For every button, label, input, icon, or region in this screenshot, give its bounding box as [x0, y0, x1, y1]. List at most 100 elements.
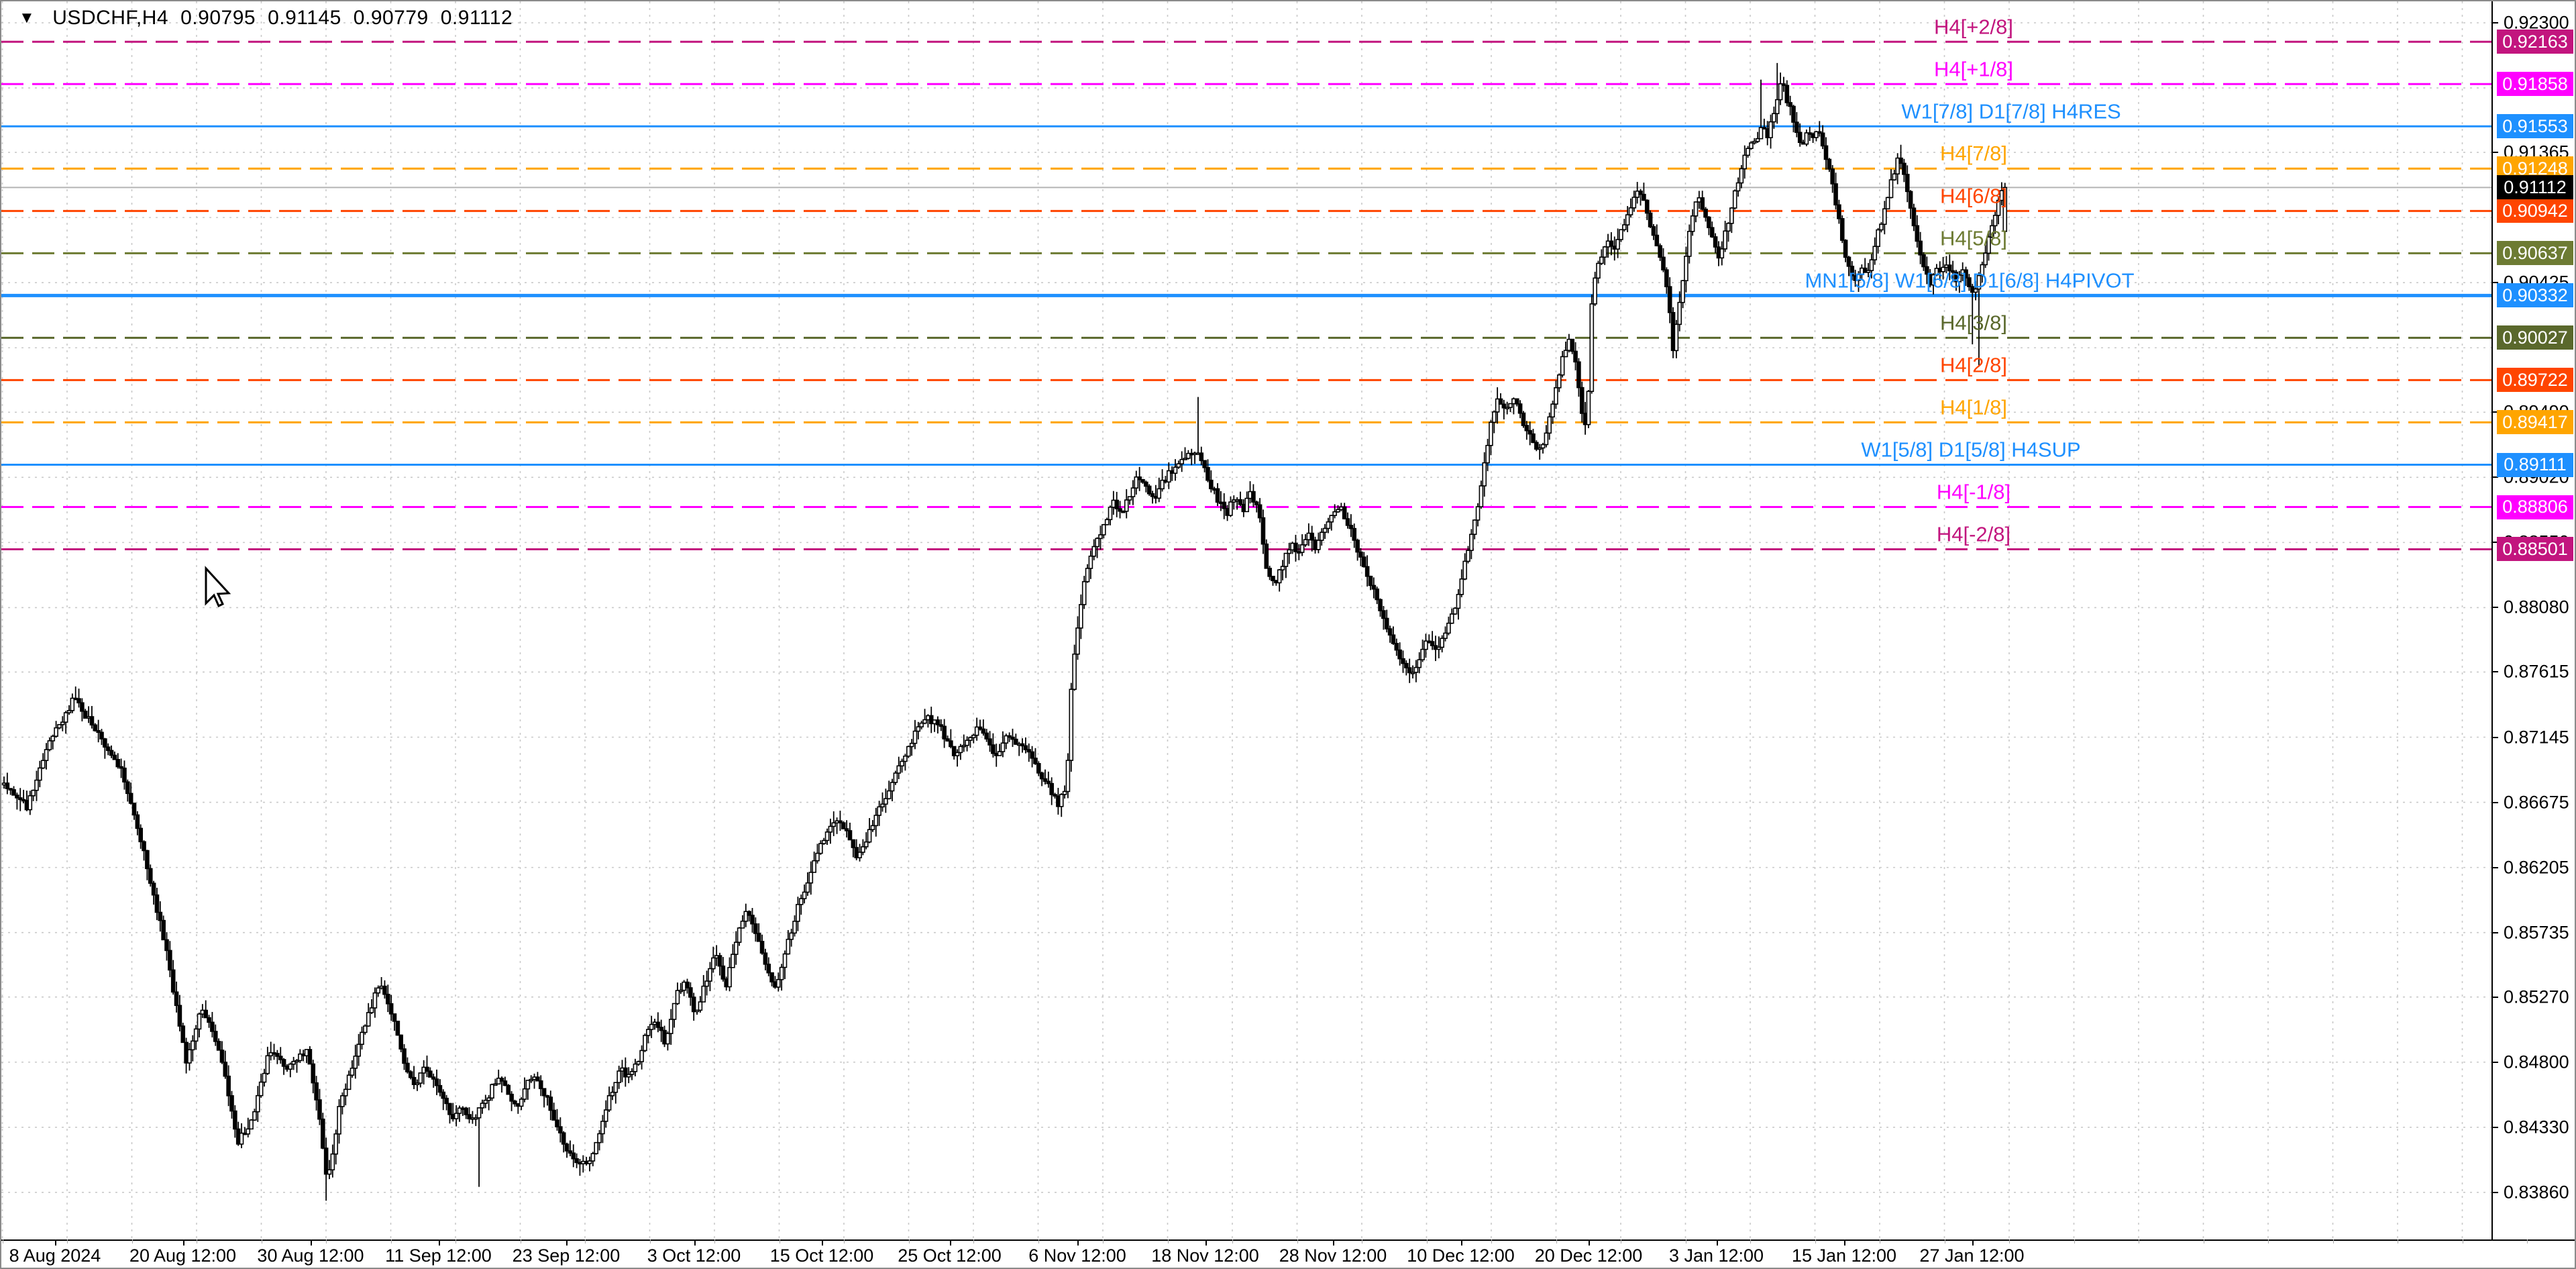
- level-label-h4-5-8-: H4[5/8]: [1940, 226, 2007, 250]
- price-axis-label: 0.88080: [2504, 597, 2569, 617]
- price-tick: [2491, 607, 2498, 609]
- time-axis-label: 20 Aug 12:00: [129, 1246, 237, 1266]
- time-minor-tick: [1491, 1239, 1492, 1243]
- price-tick: [2491, 1191, 2498, 1193]
- level-price-badge: 0.90637: [2497, 241, 2573, 266]
- time-axis-label: 27 Jan 12:00: [1919, 1246, 2025, 1266]
- low-value: 0.90779: [353, 7, 429, 29]
- time-minor-tick: [2527, 1239, 2528, 1243]
- level-price-badge: 0.88806: [2497, 495, 2573, 519]
- time-minor-tick: [326, 1239, 327, 1243]
- level-price-badge: 0.89111: [2497, 452, 2573, 477]
- time-minor-tick: [649, 1239, 651, 1243]
- level-price-badge: 0.89722: [2497, 368, 2573, 393]
- close-value: 0.91112: [440, 7, 513, 29]
- price-tick: [2491, 476, 2498, 478]
- time-tick: [1333, 1239, 1334, 1246]
- time-tick: [182, 1239, 184, 1246]
- time-axis-label: 20 Dec 12:00: [1534, 1246, 1643, 1266]
- level-label-h4-6-8-: H4[6/8]: [1940, 184, 2007, 207]
- time-axis-label: 28 Nov 12:00: [1279, 1246, 1387, 1266]
- current-price-badge: 0.91112: [2497, 175, 2573, 200]
- price-axis-label: 0.84330: [2504, 1117, 2569, 1137]
- time-minor-tick: [1167, 1239, 1169, 1243]
- time-axis-label: 6 Nov 12:00: [1028, 1246, 1126, 1266]
- time-axis-label: 30 Aug 12:00: [257, 1246, 364, 1266]
- level-label-h4-3-8-: H4[3/8]: [1940, 311, 2007, 334]
- price-axis-label: 0.84800: [2504, 1052, 2569, 1072]
- time-minor-tick: [2268, 1239, 2269, 1243]
- time-minor-tick: [1815, 1239, 1816, 1243]
- time-tick: [1460, 1239, 1462, 1246]
- price-tick: [2491, 22, 2498, 23]
- time-tick: [55, 1239, 56, 1246]
- symbol-dropdown-icon[interactable]: ▼: [19, 9, 36, 27]
- price-axis[interactable]: 0.923000.913650.904250.894900.890200.885…: [2491, 1, 2575, 1239]
- price-axis-label: 0.87615: [2504, 661, 2569, 682]
- level-label-h4-2-8-: H4[-2/8]: [1937, 522, 2010, 546]
- time-minor-tick: [585, 1239, 586, 1243]
- chart-title: ▼ USDCHF,H4 0.90795 0.91145 0.90779 0.91…: [19, 7, 513, 30]
- level-price-badge: 0.91858: [2497, 72, 2573, 97]
- level-label-mn1-5-8-w1-6-8-d1-6-8-h4pivot: MN1[5/8] W1[6/8] D1[6/8] H4PIVOT: [1805, 268, 2134, 292]
- time-axis-label: 11 Sep 12:00: [385, 1246, 492, 1266]
- level-label-w1-7-8-d1-7-8-h4res: W1[7/8] D1[7/8] H4RES: [1901, 99, 2121, 123]
- time-axis-label: 15 Oct 12:00: [769, 1246, 874, 1266]
- time-minor-tick: [1038, 1239, 1039, 1243]
- level-labels: H4[+2/8] H4[+1/8] W1[7/8] D1[7/8] H4RES H4[…: [1805, 15, 2134, 546]
- time-tick: [438, 1239, 440, 1246]
- time-minor-tick: [390, 1239, 392, 1243]
- time-axis-label: 23 Sep 12:00: [512, 1246, 621, 1266]
- time-minor-tick: [1556, 1239, 1557, 1243]
- level-lines: [1, 40, 2491, 550]
- price-axis-label: 0.83860: [2504, 1182, 2569, 1203]
- time-tick: [311, 1239, 312, 1246]
- time-minor-tick: [908, 1239, 910, 1243]
- time-minor-tick: [1426, 1239, 1428, 1243]
- time-axis-label: 25 Oct 12:00: [898, 1246, 1002, 1266]
- level-price-badge: 0.92163: [2497, 30, 2573, 54]
- price-axis-label: 0.85270: [2504, 986, 2569, 1007]
- price-axis-label: 0.86205: [2504, 857, 2569, 878]
- price-axis-label: 0.87145: [2504, 727, 2569, 747]
- chart-area[interactable]: H4[+2/8] H4[+1/8] W1[7/8] D1[7/8] H4RES H4[…: [1, 1, 2491, 1239]
- mouse-cursor: [205, 566, 231, 608]
- time-minor-tick: [973, 1239, 974, 1243]
- time-axis-label: 8 Aug 2024: [9, 1246, 101, 1266]
- level-label-h4-1-8-: H4[+1/8]: [1934, 57, 2013, 81]
- level-price-badge: 0.88501: [2497, 537, 2573, 562]
- time-minor-tick: [1297, 1239, 1298, 1243]
- time-axis-label: 18 Nov 12:00: [1151, 1246, 1259, 1266]
- price-tick: [2491, 736, 2498, 738]
- time-tick: [694, 1239, 696, 1246]
- price-tick: [2491, 1126, 2498, 1128]
- time-minor-tick: [1232, 1239, 1233, 1243]
- price-tick: [2491, 931, 2498, 933]
- time-tick: [1844, 1239, 1845, 1246]
- price-tick: [2491, 671, 2498, 673]
- level-price-badge: 0.90027: [2497, 325, 2573, 350]
- open-value: 0.90795: [180, 7, 256, 29]
- time-minor-tick: [1750, 1239, 1751, 1243]
- price-axis-label: 0.86675: [2504, 792, 2569, 813]
- time-minor-tick: [67, 1239, 68, 1243]
- time-axis-label: 10 Dec 12:00: [1407, 1246, 1515, 1266]
- time-minor-tick: [2009, 1239, 2010, 1243]
- time-tick: [949, 1239, 951, 1246]
- high-value: 0.91145: [268, 7, 341, 29]
- price-tick: [2491, 996, 2498, 998]
- time-tick: [822, 1239, 823, 1246]
- time-minor-tick: [714, 1239, 715, 1243]
- time-tick: [1972, 1239, 1974, 1246]
- level-label-h4-7-8-: H4[7/8]: [1940, 142, 2007, 165]
- price-tick: [2491, 411, 2498, 413]
- time-minor-tick: [455, 1239, 456, 1243]
- price-tick: [2491, 152, 2498, 154]
- time-minor-tick: [1103, 1239, 1104, 1243]
- level-label-h4-1-8-: H4[1/8]: [1940, 395, 2007, 419]
- time-axis[interactable]: 8 Aug 2024 20 Aug 12:00 30 Aug 12:00 11 Sep…: [1, 1239, 2575, 1268]
- time-tick: [566, 1239, 568, 1246]
- time-tick: [1077, 1239, 1079, 1246]
- symbol-period-label: USDCHF,H4: [52, 7, 169, 29]
